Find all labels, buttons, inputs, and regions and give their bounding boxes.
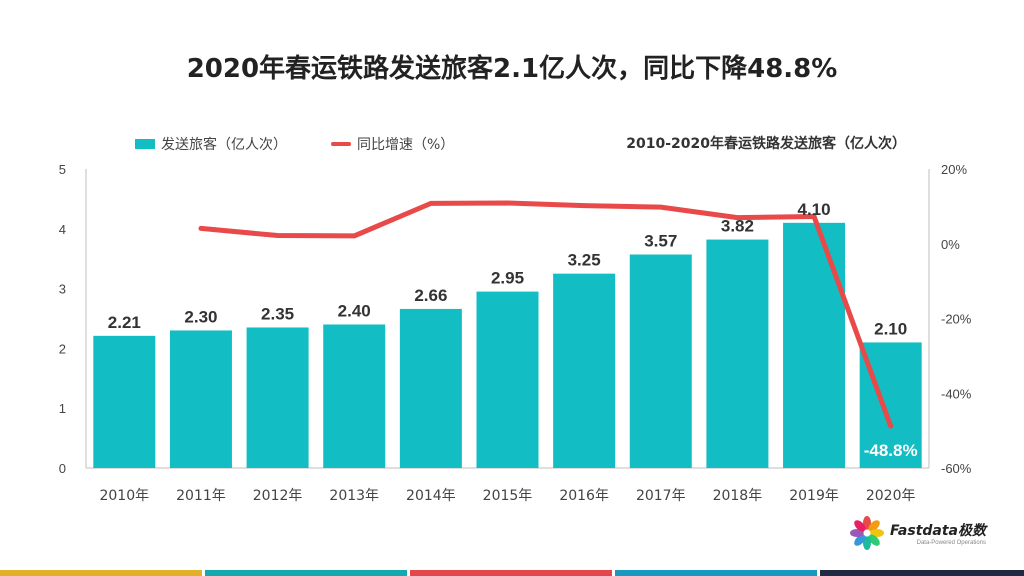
x-tick-label: 2011年 (176, 488, 226, 504)
bar-value-label: 3.82 (721, 217, 754, 236)
x-tick-label: 2010年 (99, 488, 149, 504)
chart-legend: 发送旅客（亿人次） 同比增速（%） (135, 134, 498, 154)
footer-bar (615, 570, 817, 576)
bar-value-label: 2.95 (491, 269, 524, 288)
bar (629, 254, 692, 468)
bar (169, 330, 232, 468)
legend-item-bar: 发送旅客（亿人次） (135, 134, 287, 154)
bar (783, 222, 846, 468)
y-left-tick-label: 2 (59, 341, 66, 356)
bar-value-label: 2.66 (414, 286, 447, 305)
x-tick-label: 2020年 (866, 488, 916, 504)
growth-line (198, 200, 894, 429)
legend-item-line: 同比增速（%） (331, 134, 454, 154)
brand-logo: Fastdata极数 Data-Powered Operations (849, 516, 986, 550)
y-right-tick-label: 20% (941, 162, 967, 177)
y-right-tick-label: 0% (941, 237, 960, 252)
legend-bar-label: 发送旅客（亿人次） (161, 137, 287, 153)
line-value-label: -48.8% (864, 441, 918, 460)
x-tick-label: 2019年 (789, 488, 839, 504)
footer-bar (820, 570, 1024, 576)
x-tick-label: 2014年 (406, 488, 456, 504)
bar (476, 291, 539, 468)
x-tick-label: 2017年 (636, 488, 686, 504)
y-right-tick-label: -60% (941, 461, 972, 476)
page-title: 2020年春运铁路发送旅客2.1亿人次，同比下降48.8% (186, 54, 838, 84)
bar-value-label: 2.35 (261, 304, 294, 323)
bar-value-label: 3.57 (644, 232, 677, 251)
legend-bar-swatch (135, 139, 155, 149)
y-left-tick-label: 3 (59, 282, 66, 297)
x-tick-label: 2018年 (713, 488, 763, 504)
footer-bar (410, 570, 612, 576)
bar-value-label: 3.25 (568, 251, 601, 270)
legend-line-swatch (331, 142, 351, 146)
logo-tagline: Data-Powered Operations (916, 540, 986, 546)
bar-value-label: 2.10 (874, 319, 907, 338)
bar-value-label: 2.21 (108, 313, 141, 332)
legend-line-label: 同比增速（%） (357, 137, 455, 153)
x-tick-label: 2016年 (559, 488, 609, 504)
footer-bar (0, 570, 202, 576)
bar (553, 273, 616, 468)
footer-bar (205, 570, 407, 576)
x-tick-label: 2013年 (329, 488, 379, 504)
bar (93, 335, 156, 468)
bar (706, 239, 769, 468)
y-left-tick-label: 1 (59, 401, 66, 416)
y-right-tick-label: -20% (941, 312, 972, 327)
y-left-tick-label: 4 (59, 222, 66, 237)
footer-color-bars (0, 570, 1024, 576)
y-right-tick-label: -40% (941, 386, 972, 401)
bar-value-label: 4.10 (797, 200, 830, 219)
logo-name: Fastdata极数 (889, 523, 986, 539)
y-left-tick-label: 0 (59, 461, 66, 476)
bar-value-label: 2.40 (338, 301, 371, 320)
bar (399, 308, 462, 468)
chart-subtitle: 2010-2020年春运铁路发送旅客（亿人次） (626, 136, 906, 152)
x-tick-label: 2012年 (253, 488, 303, 504)
y-left-tick-label: 5 (59, 162, 66, 177)
bar (246, 327, 309, 468)
bar-value-label: 2.30 (184, 307, 217, 326)
flower-logo-icon (849, 516, 884, 550)
bar (323, 324, 386, 468)
x-tick-label: 2015年 (483, 488, 533, 504)
